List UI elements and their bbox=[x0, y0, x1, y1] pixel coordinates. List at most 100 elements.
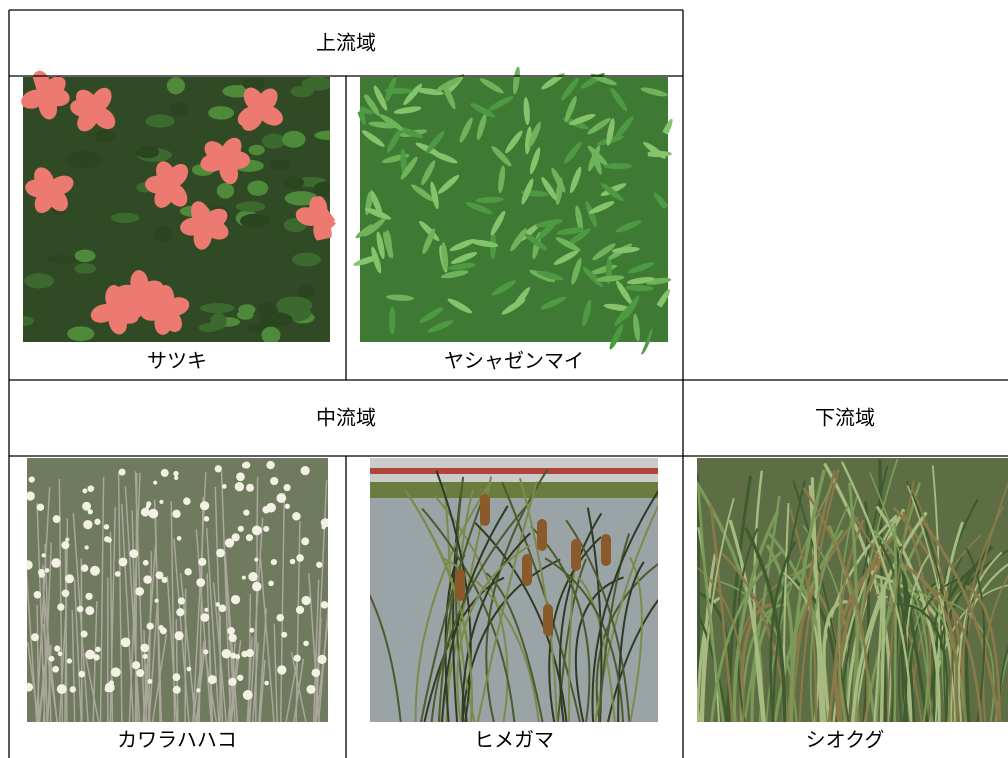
flower bbox=[176, 536, 182, 541]
stem bbox=[154, 511, 161, 722]
flower bbox=[173, 470, 179, 477]
frond bbox=[571, 258, 582, 285]
grass bbox=[789, 508, 817, 722]
grass bbox=[792, 480, 850, 722]
frond bbox=[536, 220, 558, 241]
flower bbox=[31, 633, 40, 642]
flower bbox=[207, 675, 217, 685]
stem bbox=[99, 476, 105, 722]
leaf bbox=[296, 284, 316, 298]
flower bbox=[228, 677, 237, 687]
frond bbox=[470, 103, 496, 118]
reed bbox=[414, 485, 490, 722]
reed bbox=[530, 525, 591, 722]
grass bbox=[802, 487, 869, 722]
stem bbox=[72, 513, 89, 722]
stem bbox=[317, 599, 328, 722]
flower bbox=[136, 668, 145, 678]
stem bbox=[166, 575, 178, 722]
flower bbox=[221, 484, 227, 489]
flower bbox=[61, 589, 70, 598]
flower bbox=[93, 654, 100, 661]
frond bbox=[627, 262, 655, 274]
reed bbox=[597, 533, 631, 722]
leaf bbox=[216, 182, 235, 199]
frond bbox=[415, 88, 444, 96]
frond bbox=[640, 328, 653, 355]
flower bbox=[234, 654, 241, 660]
grass bbox=[893, 522, 897, 722]
frond bbox=[564, 95, 577, 122]
flower bbox=[277, 616, 283, 621]
reed bbox=[435, 470, 472, 722]
cattail bbox=[480, 494, 490, 526]
frond bbox=[626, 277, 655, 285]
flower bbox=[292, 511, 301, 521]
flower bbox=[153, 480, 158, 485]
leaf bbox=[247, 180, 269, 196]
grass bbox=[982, 574, 1008, 722]
reed bbox=[574, 576, 624, 722]
frond bbox=[376, 231, 385, 260]
flower bbox=[241, 575, 246, 580]
stem bbox=[92, 601, 98, 722]
flower bbox=[142, 559, 149, 566]
flower bbox=[114, 571, 121, 577]
frond bbox=[361, 129, 385, 147]
flower bbox=[120, 637, 131, 648]
flower bbox=[90, 565, 100, 576]
frond bbox=[536, 270, 564, 281]
stem bbox=[124, 486, 141, 722]
flower bbox=[276, 493, 287, 503]
frond bbox=[556, 227, 585, 235]
leaf bbox=[261, 326, 281, 342]
frond bbox=[551, 167, 566, 193]
stem bbox=[145, 638, 150, 722]
frond bbox=[529, 147, 541, 175]
stem bbox=[148, 598, 159, 722]
flower bbox=[78, 670, 86, 678]
grass bbox=[873, 578, 883, 722]
reed bbox=[595, 563, 658, 722]
leaf bbox=[283, 176, 305, 189]
frond bbox=[371, 246, 382, 274]
flower bbox=[306, 684, 316, 694]
leaf bbox=[67, 326, 95, 342]
leaf bbox=[314, 130, 330, 141]
grass bbox=[878, 541, 908, 722]
grass bbox=[926, 585, 983, 722]
grass bbox=[809, 504, 850, 722]
flower bbox=[65, 537, 70, 542]
frond bbox=[451, 252, 478, 264]
flower bbox=[214, 465, 222, 473]
reed bbox=[456, 544, 531, 722]
frond bbox=[435, 77, 461, 92]
flower bbox=[148, 508, 159, 519]
leaf bbox=[248, 144, 265, 156]
flower bbox=[186, 666, 192, 672]
flower bbox=[122, 558, 128, 563]
frond bbox=[570, 166, 582, 193]
stem bbox=[206, 573, 213, 722]
frond bbox=[393, 106, 422, 114]
flower bbox=[129, 549, 139, 559]
grass bbox=[962, 505, 1005, 722]
frond bbox=[510, 228, 527, 252]
reed bbox=[420, 494, 485, 722]
flower bbox=[196, 688, 201, 693]
flower bbox=[80, 564, 89, 572]
flower bbox=[161, 576, 168, 583]
flower bbox=[241, 462, 248, 469]
stem bbox=[37, 644, 49, 722]
flower bbox=[252, 581, 262, 592]
flower bbox=[218, 604, 227, 613]
petal bbox=[163, 297, 190, 317]
reed bbox=[461, 558, 561, 722]
grass bbox=[702, 497, 735, 722]
flower bbox=[27, 491, 35, 501]
stem bbox=[312, 579, 320, 722]
stem bbox=[58, 606, 67, 722]
grass bbox=[852, 458, 899, 722]
flower bbox=[172, 509, 181, 519]
frond bbox=[449, 238, 476, 252]
